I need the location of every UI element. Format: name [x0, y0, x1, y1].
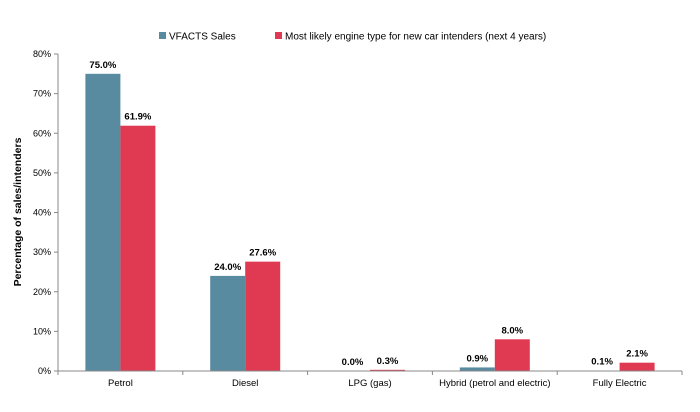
data-label: 8.0% [501, 325, 523, 336]
category-label: Petrol [108, 378, 133, 389]
data-label: 61.9% [124, 112, 151, 123]
y-tick-label: 40% [33, 208, 51, 218]
y-tick-label: 20% [33, 287, 51, 297]
y-tick-label: 30% [33, 247, 51, 257]
category-label: Hybrid (petrol and electric) [439, 378, 550, 389]
data-label: 0.3% [377, 356, 399, 367]
data-label: 2.1% [626, 349, 648, 360]
y-tick-label: 70% [33, 89, 51, 99]
legend: VFACTS Sales Most likely engine type for… [159, 32, 546, 43]
data-label: 0.0% [342, 357, 364, 368]
category-label: LPG (gas) [348, 378, 391, 389]
y-tick-label: 80% [33, 49, 51, 59]
data-label: 0.9% [466, 353, 488, 364]
x-axis-categories: Petrol Diesel LPG (gas) Hybrid (petrol and … [108, 378, 647, 389]
y-tick-label: 50% [33, 168, 51, 178]
bars [85, 73, 655, 371]
legend-swatch-vfacts-sales [159, 32, 166, 39]
data-labels: 75.0% 61.9% 24.0% 27.6% 0.0% 0.3% 0.9% 8.0% 0.1%… [89, 60, 648, 368]
bar-vfacts-hybrid-petrol-and-electric [459, 367, 495, 371]
axes [57, 54, 683, 375]
data-label: 75.0% [89, 60, 116, 71]
legend-label-engine-intenders: Most likely engine type for new car inte… [285, 32, 546, 43]
bar-intenders-fully-electric [619, 362, 655, 371]
category-label: Diesel [232, 378, 258, 389]
category-label: Fully Electric [593, 378, 647, 389]
bar-vfacts-diesel [210, 275, 246, 371]
y-tick-label: 60% [33, 128, 51, 138]
legend-swatch-engine-intenders [275, 32, 282, 39]
legend-label-vfacts-sales: VFACTS Sales [169, 32, 236, 43]
bar-intenders-lpg-gas [370, 369, 405, 371]
data-label: 24.0% [214, 262, 241, 273]
bar-intenders-petrol [120, 125, 156, 371]
bar-intenders-hybrid-petrol-and-electric [494, 339, 530, 371]
data-label: 0.1% [591, 357, 613, 368]
y-axis-label: Percentage of sales/intenders [12, 137, 24, 286]
data-label: 27.6% [249, 248, 276, 259]
y-tick-label: 10% [33, 326, 51, 336]
bar-vfacts-petrol [85, 73, 121, 371]
y-tick-label: 0% [38, 366, 51, 376]
bar-intenders-diesel [245, 261, 281, 371]
y-axis-ticks: 0% 10% 20% 30% 40% 50% 60% 70% 80% [33, 49, 58, 376]
